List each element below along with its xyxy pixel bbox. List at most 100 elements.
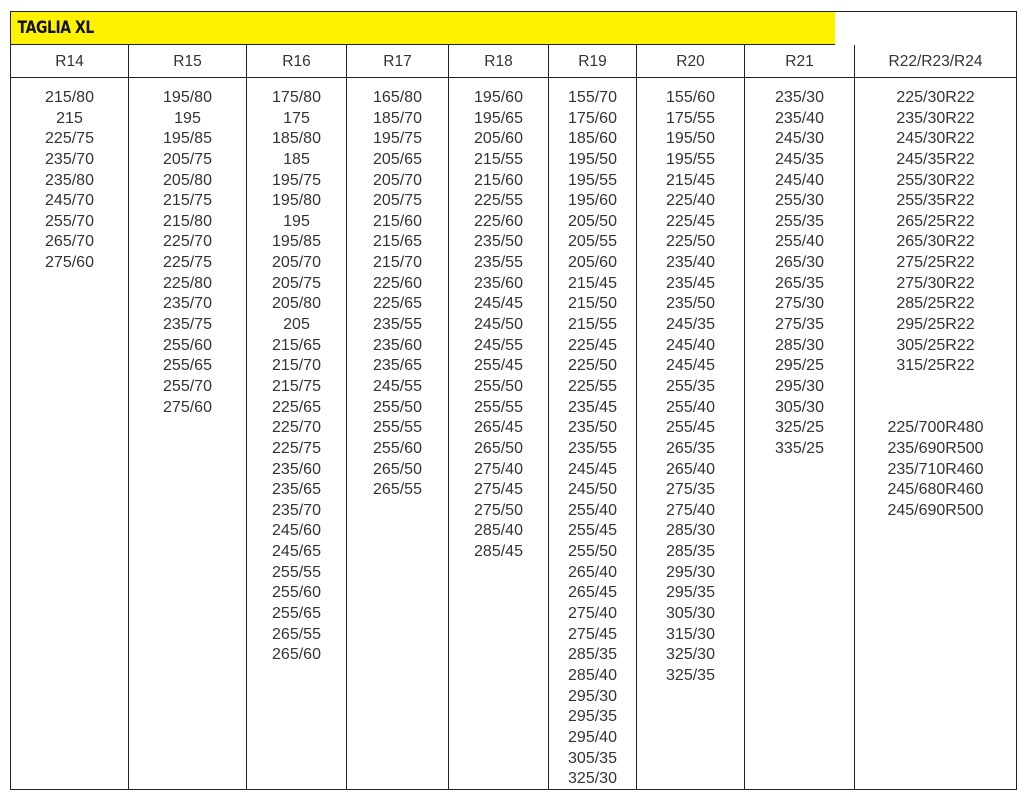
size-list: 195/60 195/65 205/60 215/55 215/60 225/55 225/… <box>449 78 548 563</box>
tire-size: 235/60 <box>373 336 422 354</box>
tire-size: 255/65 <box>272 605 321 623</box>
tire-size: 265/45 <box>474 419 523 437</box>
tire-size: 225/60 <box>474 212 523 230</box>
tire-size: 255/35 <box>666 377 715 395</box>
column-header: R19 <box>549 45 636 78</box>
tire-size: 215/75 <box>272 377 321 395</box>
tire-size: 325/25 <box>775 419 824 437</box>
tire-size: 195/50 <box>666 130 715 148</box>
tire-size: 255/30 <box>775 192 824 210</box>
tire-size: 295/35 <box>568 708 617 726</box>
tire-size: 195/80 <box>163 89 212 106</box>
tire-size: 235/55 <box>568 439 617 457</box>
tire-size: 195/60 <box>474 89 523 106</box>
tire-size: 245/65 <box>272 543 321 561</box>
tire-size: 255/55 <box>272 563 321 581</box>
tire-size: 225/45 <box>568 336 617 354</box>
tire-size: 175/55 <box>666 109 715 127</box>
tire-size: 235/50 <box>568 419 617 437</box>
tire-size: 255/50 <box>474 377 523 395</box>
tire-size: 195/80 <box>272 192 321 210</box>
tire-size: 255/40 <box>666 398 715 416</box>
tire-size: 215/55 <box>568 316 617 334</box>
tire-size: 235/65 <box>272 481 321 499</box>
tire-size: 275/30R22 <box>896 274 975 292</box>
tire-size: 275/35 <box>666 481 715 499</box>
tire-size: 215/70 <box>272 357 321 375</box>
tire-size: 195 <box>283 212 310 230</box>
size-list: 155/60 175/55 195/50 195/55 215/45 225/40 225/… <box>637 78 744 687</box>
tire-size: 305/35 <box>568 749 617 767</box>
tire-size: 245/35R22 <box>896 150 975 168</box>
tire-size: 255/40 <box>775 233 824 251</box>
tire-size: 215/65 <box>272 336 321 354</box>
tire-size: 305/30 <box>775 398 824 416</box>
tire-size: 185 <box>283 150 310 168</box>
tire-size: 235/60 <box>474 274 523 292</box>
column-header: R22/R23/R24 <box>855 45 1016 78</box>
tire-size: 295/35 <box>666 584 715 602</box>
tire-size: 225/40 <box>666 192 715 210</box>
tire-size: 285/45 <box>474 543 523 561</box>
tire-size: 275/45 <box>474 481 523 499</box>
tire-size: 235/45 <box>568 398 617 416</box>
tire-size: 255/60 <box>163 336 212 354</box>
tire-size: 205/50 <box>568 212 617 230</box>
tire-size: 235/70 <box>45 150 94 168</box>
tire-size: 265/30 <box>775 254 824 272</box>
column-r21: R21 235/30 235/40 245/30 245/35 245/40 255/30 2… <box>745 45 855 789</box>
tire-size: 205/65 <box>373 150 422 168</box>
tire-size: 195/65 <box>474 109 523 127</box>
tire-size: 225/65 <box>272 398 321 416</box>
tire-size: 235/30R22 <box>896 109 975 127</box>
tire-size: 235/45 <box>666 274 715 292</box>
tire-size: 225/70 <box>163 233 212 251</box>
tire-size: 215/50 <box>568 295 617 313</box>
tire-size: 285/35 <box>666 543 715 561</box>
tire-size: 245/40 <box>666 336 715 354</box>
tire-size: 205/80 <box>272 295 321 313</box>
tire-size: 285/35 <box>568 646 617 664</box>
tire-size: 215/60 <box>373 212 422 230</box>
tire-size: 275/25R22 <box>896 254 975 272</box>
tire-size: 215/80 <box>163 212 212 230</box>
tire-size: 175/80 <box>272 89 321 106</box>
tire-size: 325/30 <box>568 770 617 788</box>
tire-size: 265/40 <box>666 460 715 478</box>
tire-size: 245/55 <box>373 377 422 395</box>
column-r22-r23-r24: R22/R23/R24 225/30R22 235/30R22 245/30R22 24… <box>855 45 1016 789</box>
table-title: TAGLIA XL <box>11 12 836 45</box>
tire-size: 205/75 <box>373 192 422 210</box>
tire-size: 215/55 <box>474 150 523 168</box>
column-header: R18 <box>449 45 548 78</box>
tire-size: 195/50 <box>568 150 617 168</box>
tire-size: 235/70 <box>272 501 321 519</box>
tire-size: 275/35 <box>775 316 824 334</box>
tire-size: 315/30 <box>666 625 715 643</box>
tire-size: 205/55 <box>568 233 617 251</box>
tire-size: 225/75 <box>272 439 321 457</box>
tire-size: 225/80 <box>163 274 212 292</box>
size-list: 195/80 195 195/85 205/75 205/80 215/75 215/80 2… <box>129 78 246 418</box>
tire-size: 215 <box>56 109 83 127</box>
tire-size: 195/75 <box>272 171 321 189</box>
tire-size: 255/60 <box>373 439 422 457</box>
tire-size: 205/80 <box>163 171 212 189</box>
tire-size: 225/60 <box>373 274 422 292</box>
tire-size: 185/70 <box>373 109 422 127</box>
tire-size: 295/30 <box>666 563 715 581</box>
column-r14: R14 215/80 215 225/75 235/70 235/80 245/70 255/… <box>11 45 129 789</box>
tire-size: 255/45 <box>568 522 617 540</box>
size-list: 235/30 235/40 245/30 245/35 245/40 255/30 255/… <box>745 78 854 460</box>
column-r20: R20 155/60 175/55 195/50 195/55 215/45 225/40 2… <box>637 45 745 789</box>
tire-size: 225/45 <box>666 212 715 230</box>
tire-size: 285/25R22 <box>896 295 975 313</box>
tire-size: 235/55 <box>373 316 422 334</box>
tire-size: 195/55 <box>568 171 617 189</box>
tire-size: 205/60 <box>474 130 523 148</box>
size-list: 175/80 175 185/80 185 195/75 195/80 195 195/85 2… <box>247 78 346 666</box>
tire-size: 205/75 <box>163 150 212 168</box>
column-header: R21 <box>745 45 854 78</box>
tire-size: 255/55 <box>373 419 422 437</box>
tire-size: 255/35R22 <box>896 192 975 210</box>
